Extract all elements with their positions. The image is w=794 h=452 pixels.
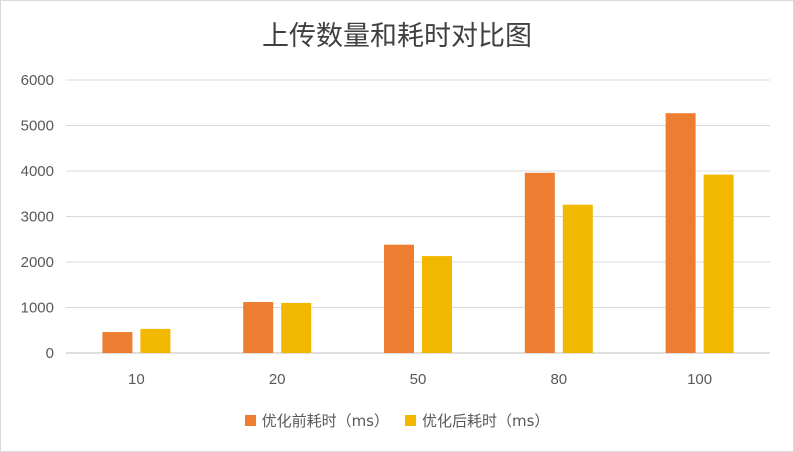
x-tick-label: 80 [550, 371, 567, 388]
bar-after [703, 174, 734, 353]
bar-before [665, 113, 696, 353]
legend-swatch-after [405, 415, 416, 426]
bar-after [281, 302, 312, 353]
chart-title: 上传数量和耗时对比图 [262, 21, 532, 52]
y-tick-label: 2000 [21, 254, 54, 271]
legend-item-after: 优化后耗时（ms） [405, 410, 549, 431]
chart-legend: 优化前耗时（ms） 优化后耗时（ms） [0, 410, 794, 431]
x-tick-label: 50 [410, 371, 427, 388]
bar-after [562, 204, 593, 353]
bar-before [524, 172, 555, 353]
bar-after [422, 256, 452, 353]
y-tick-label: 6000 [21, 72, 54, 89]
legend-label-after: 优化后耗时（ms） [422, 412, 550, 430]
bar-before [243, 302, 274, 353]
x-tick-label: 10 [128, 371, 145, 388]
legend-label-before: 优化前耗时（ms） [261, 412, 389, 430]
bar-after [140, 328, 171, 353]
y-tick-label: 1000 [21, 300, 54, 317]
y-tick-label: 5000 [21, 118, 54, 135]
bar-before [102, 332, 133, 353]
y-tick-label: 0 [46, 345, 54, 362]
y-tick-label: 3000 [21, 209, 54, 226]
y-tick-label: 4000 [21, 163, 54, 180]
x-tick-label: 100 [687, 371, 712, 388]
legend-swatch-before [244, 415, 256, 426]
x-tick-label: 20 [269, 371, 286, 388]
bar-before [384, 244, 414, 353]
legend-item-before: 优化前耗时（ms） [244, 410, 389, 431]
